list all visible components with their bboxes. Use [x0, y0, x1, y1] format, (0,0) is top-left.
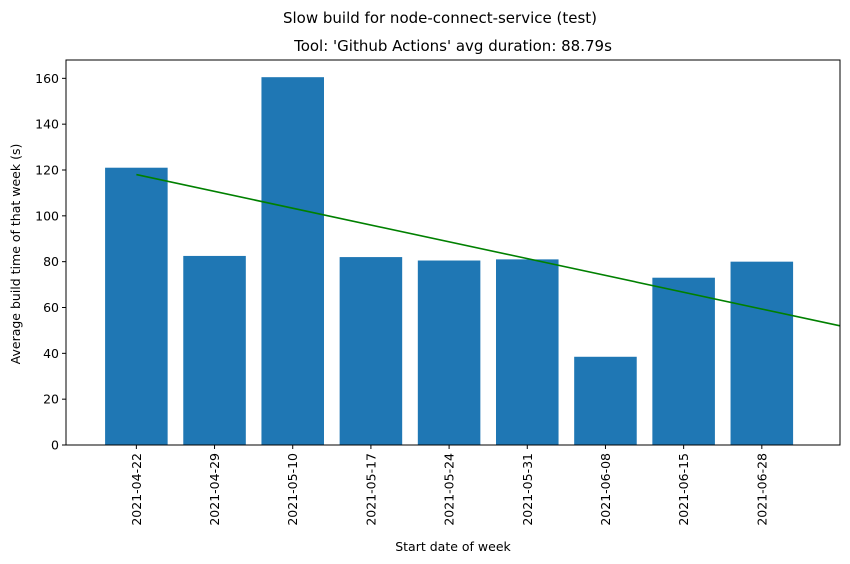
bar [339, 257, 403, 445]
x-tick-label: 2021-06-08 [598, 453, 613, 526]
x-tick-label: 2021-05-10 [285, 453, 300, 526]
y-tick-label: 20 [43, 392, 59, 407]
y-tick-label: 40 [43, 346, 59, 361]
x-tick-label: 2021-05-24 [442, 453, 457, 526]
bar [496, 259, 559, 445]
bar [652, 277, 715, 445]
x-tick-label: 2021-05-31 [520, 453, 535, 526]
trend-line [136, 173, 841, 327]
bar [183, 255, 246, 445]
y-tick-label: 100 [35, 208, 59, 223]
x-tick-label: 2021-06-15 [676, 453, 691, 526]
x-axis-label: Start date of week [395, 539, 511, 554]
y-tick-label: 160 [35, 71, 59, 86]
y-tick-label: 0 [51, 438, 59, 453]
bar [417, 260, 481, 445]
y-tick-label: 140 [35, 117, 59, 132]
bar [105, 167, 168, 446]
chart-suptitle: Slow build for node-connect-service (tes… [283, 9, 597, 27]
x-tick-label: 2021-04-29 [207, 453, 222, 526]
y-tick-label: 60 [43, 300, 59, 315]
plot-area: 0 20 40 60 80 100 120 140 160 2021-04-22 2021-04-2… [35, 59, 841, 526]
y-tick-label: 80 [43, 254, 59, 269]
x-tick-label: 2021-04-22 [129, 453, 144, 526]
plot-frame [65, 59, 841, 446]
chart-title: Tool: 'Github Actions' avg duration: 88.… [293, 37, 612, 55]
y-tick-label: 120 [35, 163, 59, 178]
x-tick-label: 2021-06-28 [754, 453, 769, 526]
bar [261, 77, 324, 445]
bar [730, 261, 794, 445]
y-axis-label: Average build time of that week (s) [8, 144, 23, 365]
bar [574, 356, 637, 445]
x-tick-label: 2021-05-17 [363, 453, 378, 526]
